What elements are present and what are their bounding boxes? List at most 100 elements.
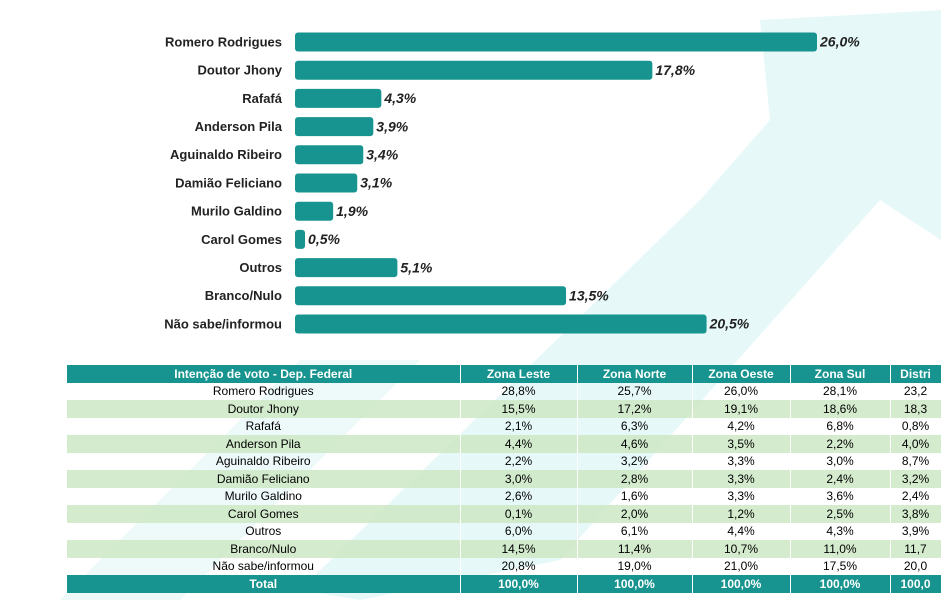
table-cell: Aguinaldo Ribeiro [67, 452, 461, 470]
table-cell: 4,2% [692, 417, 791, 435]
category-label: Anderson Pila [195, 119, 283, 134]
table-cell: 11,0% [790, 540, 891, 558]
bar [295, 32, 817, 52]
header-cell: Zona Oeste [692, 365, 791, 383]
value-label: 4,3% [383, 90, 416, 106]
total-cell: 100,0 [890, 575, 941, 593]
table-cell: 2,1% [460, 417, 578, 435]
value-label: 3,1% [360, 175, 392, 191]
value-label: 17,8% [655, 62, 695, 78]
table-cell: 20,8% [460, 557, 578, 575]
table-cell: 21,0% [692, 557, 791, 575]
table-row: Branco/Nulo 14,5% 11,4% 10,7% 11,0% 11,7 [67, 540, 941, 558]
category-label: Carol Gomes [201, 232, 282, 247]
table-cell: 25,7% [577, 382, 693, 400]
header-cell: Zona Norte [577, 365, 693, 383]
table-cell: Branco/Nulo [67, 540, 461, 558]
table-cell: 11,7 [890, 540, 941, 558]
category-label: Branco/Nulo [205, 288, 282, 303]
category-label: Não sabe/informou [164, 316, 282, 331]
table-cell: 19,1% [692, 400, 791, 418]
table-cell: 3,0% [460, 470, 578, 488]
table-header: Intenção de voto - Dep. Federal Zona Lest… [67, 365, 941, 383]
table-cell: 3,2% [577, 452, 693, 470]
table-cell: 3,3% [692, 452, 791, 470]
table-cell: 4,0% [890, 435, 941, 453]
table-cell: 28,8% [460, 382, 578, 400]
table-cell: 2,4% [890, 487, 941, 505]
table-cell: 18,6% [790, 400, 891, 418]
results-table: Intenção de voto - Dep. Federal Zona Lest… [67, 365, 941, 593]
header-cell: Zona Leste [460, 365, 578, 383]
table-cell: 1,6% [577, 487, 693, 505]
table-cell: Doutor Jhony [67, 400, 461, 418]
bar [295, 286, 567, 306]
total-row: Total 100,0% 100,0% 100,0% 100,0% 100,0 [67, 575, 941, 593]
category-label: Romero Rodrigues [165, 34, 282, 49]
bar [295, 173, 358, 193]
table-row: Damião Feliciano 3,0% 2,8% 3,3% 2,4% 3,2% [67, 470, 941, 488]
bar [295, 88, 382, 108]
table-cell: 4,4% [460, 435, 578, 453]
table-cell: 18,3 [890, 400, 941, 418]
table-cell: 28,1% [790, 382, 891, 400]
value-label: 5,1% [400, 259, 432, 275]
table-cell: 3,8% [890, 505, 941, 523]
value-label: 26,0% [819, 34, 860, 50]
category-label: Murilo Galdino [191, 204, 282, 219]
table-cell: 2,5% [790, 505, 891, 523]
table-cell: 2,8% [577, 470, 693, 488]
table-cell: 3,3% [692, 470, 791, 488]
table-cell: Anderson Pila [67, 435, 461, 453]
value-label: 1,9% [336, 203, 368, 219]
table-cell: Outros [67, 522, 461, 540]
total-cell: 100,0% [460, 575, 578, 593]
table-cell: Rafafá [67, 417, 461, 435]
table-cell: Damião Feliciano [67, 470, 461, 488]
table-cell: 14,5% [460, 540, 578, 558]
value-label: 3,4% [366, 147, 398, 163]
table-cell: 2,6% [460, 487, 578, 505]
bar [295, 314, 707, 334]
table-cell: 3,5% [692, 435, 791, 453]
table-row: Aguinaldo Ribeiro 2,2% 3,2% 3,3% 3,0% 8,7% [67, 452, 941, 470]
bar [295, 201, 334, 221]
table-cell: 26,0% [692, 382, 791, 400]
table-cell: 3,3% [692, 487, 791, 505]
table-cell: 17,2% [577, 400, 693, 418]
table-cell: 4,4% [692, 522, 791, 540]
table-cell: Romero Rodrigues [67, 382, 461, 400]
table-row: Outros 6,0% 6,1% 4,4% 4,3% 3,9% [67, 522, 941, 540]
table-cell: 3,9% [890, 522, 941, 540]
table-cell: 11,4% [577, 540, 693, 558]
table-cell: 10,7% [692, 540, 791, 558]
table-cell: 20,0 [890, 557, 941, 575]
table-row: Não sabe/informou 20,8% 19,0% 21,0% 17,5% 20,… [67, 557, 941, 575]
value-label: 13,5% [569, 288, 609, 304]
table-cell: 3,2% [890, 470, 941, 488]
table-cell: 6,3% [577, 417, 693, 435]
table-cell: Murilo Galdino [67, 487, 461, 505]
table-cell: 4,6% [577, 435, 693, 453]
bar [295, 117, 374, 137]
category-label: Damião Feliciano [175, 175, 282, 190]
table-row: Romero Rodrigues 28,8% 25,7% 26,0% 28,1% 23,2 [67, 382, 941, 400]
category-label: Doutor Jhony [198, 63, 283, 78]
table-cell: 23,2 [890, 382, 941, 400]
value-label: 0,5% [308, 231, 340, 247]
table-cell: Não sabe/informou [67, 557, 461, 575]
header-cell: Distri [890, 365, 941, 383]
table-cell: 15,5% [460, 400, 578, 418]
value-label: 20,5% [709, 316, 750, 332]
table-cell: 3,6% [790, 487, 891, 505]
category-label: Rafafá [242, 91, 283, 106]
bar [295, 258, 398, 278]
table-row: Murilo Galdino 2,6% 1,6% 3,3% 3,6% 2,4% [67, 487, 941, 505]
table-cell: 3,0% [790, 452, 891, 470]
table-cell: 6,1% [577, 522, 693, 540]
category-label: Aguinaldo Ribeiro [170, 147, 282, 162]
total-cell: 100,0% [577, 575, 693, 593]
table-cell: 1,2% [692, 505, 791, 523]
table-cell: 6,8% [790, 417, 891, 435]
